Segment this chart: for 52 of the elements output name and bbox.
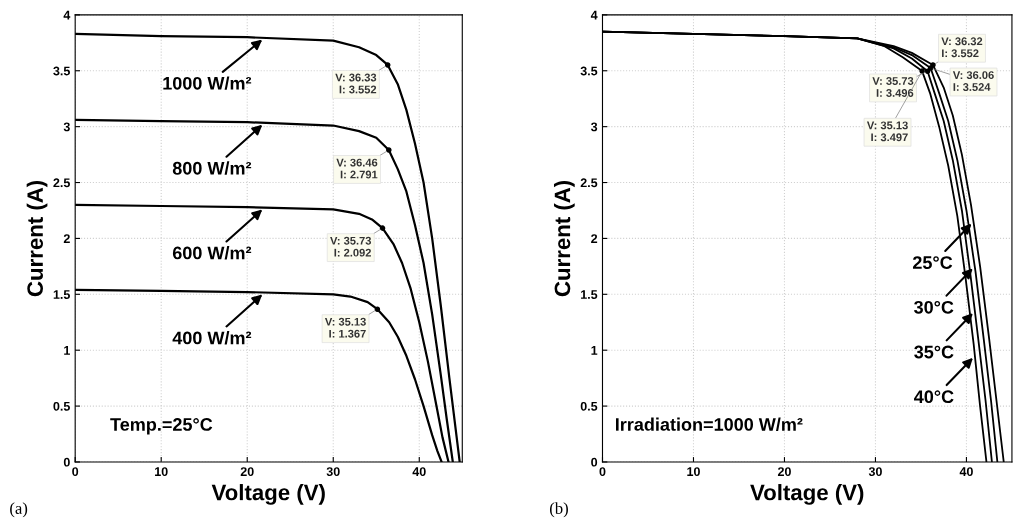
- x-tick-label: 30: [326, 467, 340, 477]
- x-tick-label: 10: [687, 467, 700, 477]
- legend-label: 40°C: [914, 390, 954, 404]
- y-tick-label: 1: [591, 346, 598, 355]
- x-tick-label: 0: [599, 467, 606, 477]
- y-tick-label: 2.5: [580, 178, 598, 188]
- y-tick-label: 3: [590, 122, 598, 132]
- y-tick-label: 4: [63, 10, 71, 20]
- x-tick-label: 20: [777, 467, 791, 477]
- annotation: Irradiation=1000 W/m²: [615, 417, 803, 432]
- legend-label: 25°C: [912, 256, 953, 269]
- y-tick-label: 2: [591, 234, 598, 243]
- y-tick-label: 0.5: [53, 401, 70, 411]
- y-tick-label: 1.5: [581, 290, 598, 299]
- y-tick-label: 1.5: [53, 290, 70, 299]
- legend-label: 30°C: [914, 300, 954, 314]
- y-tick-label: 2.5: [53, 178, 70, 188]
- text: (a): [10, 502, 28, 518]
- x-tick-label: 30: [868, 467, 882, 477]
- x-tick-label: 40: [959, 467, 973, 477]
- legend-label: 400 W/m²: [172, 331, 252, 345]
- annotation: V: 35.13 I: 3.497: [866, 121, 908, 142]
- x-tick-label: 10: [155, 467, 168, 477]
- annotation: V: 35.73 I: 3.496: [872, 77, 914, 97]
- y-axis-title: Current (A): [553, 180, 575, 297]
- annotation: V: 35.73 I: 2.092: [330, 236, 372, 257]
- legend-label: 35°C: [914, 345, 954, 359]
- annotation: V: 36.32 I: 3.552: [941, 37, 983, 58]
- text: (b): [549, 502, 568, 518]
- annotation: V: 36.06 I: 3.524: [952, 71, 994, 91]
- y-tick-label: 3.5: [53, 66, 70, 76]
- y-tick-label: 0: [63, 457, 70, 467]
- legend-label: 600 W/m²: [172, 246, 252, 260]
- y-tick-label: 3: [63, 122, 70, 132]
- x-tick-label: 20: [240, 467, 254, 477]
- legend-label: 1000 W/m²: [163, 76, 252, 90]
- x-tick-label: 40: [412, 467, 426, 477]
- legend-label: 800 W/m²: [172, 161, 252, 175]
- y-tick-label: 4: [590, 10, 598, 20]
- y-tick-label: 1: [64, 346, 70, 355]
- annotation: V: 36.33 I: 3.552: [335, 73, 377, 94]
- y-tick-label: 0.5: [580, 401, 598, 411]
- x-tick-label: 0: [72, 467, 79, 477]
- y-tick-label: 0: [591, 457, 598, 467]
- annotation: V: 36.46 I: 2.791: [336, 158, 378, 179]
- y-tick-label: 2: [63, 234, 70, 243]
- y-tick-label: 3.5: [580, 66, 598, 76]
- y-axis-title: Current (A): [26, 180, 48, 297]
- x-axis-title: Voltage (V): [211, 484, 325, 505]
- x-axis-title: Voltage (V): [750, 484, 864, 505]
- annotation: Temp.=25°C: [110, 418, 213, 435]
- annotation: V: 35.13 I: 1.367: [324, 317, 366, 338]
